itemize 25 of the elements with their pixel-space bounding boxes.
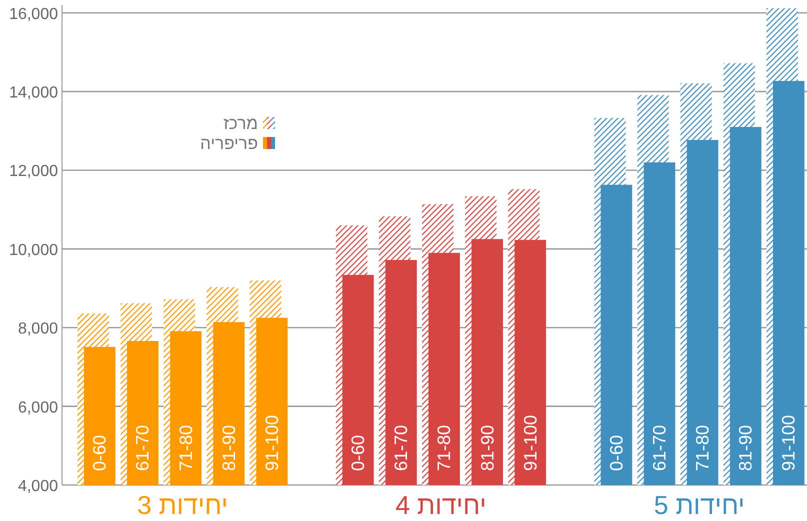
x-tick-label: 0-60 (90, 434, 110, 471)
y-tick-label: 4,000 (18, 478, 58, 495)
legend-label: מרכז (223, 114, 258, 133)
x-tick-label: 0-60 (606, 434, 626, 471)
y-tick-label: 6,000 (18, 399, 58, 416)
legend-label: פריפריה (200, 134, 258, 153)
x-tick-label: 61-70 (391, 424, 412, 471)
x-tick-label: 91-100 (778, 414, 799, 471)
x-tick-label: 0-60 (348, 434, 368, 471)
x-tick-label: 91-100 (262, 414, 282, 471)
x-tick-label: 81-90 (477, 424, 498, 471)
y-tick-label: 10,000 (9, 242, 58, 259)
x-tick-label: 61-70 (650, 424, 670, 471)
y-tick-label: 12,000 (9, 163, 58, 180)
x-tick-label: 91-100 (520, 414, 540, 471)
x-tick-label: 71-80 (692, 424, 713, 471)
annotations: 3 יחידות 4 יחידות 5 יחידות (137, 490, 745, 520)
x-tick-label: 81-90 (736, 424, 756, 471)
x-tick-label: 71-80 (176, 424, 196, 471)
x-tick-label: 81-90 (218, 424, 239, 471)
y-tick-label: 16,000 (9, 6, 58, 23)
x-tick-label: 71-80 (434, 424, 454, 471)
x-tick-label: 61-70 (132, 424, 153, 471)
y-tick-label: 8,000 (18, 320, 58, 338)
y-tick-label: 14,000 (9, 84, 58, 102)
